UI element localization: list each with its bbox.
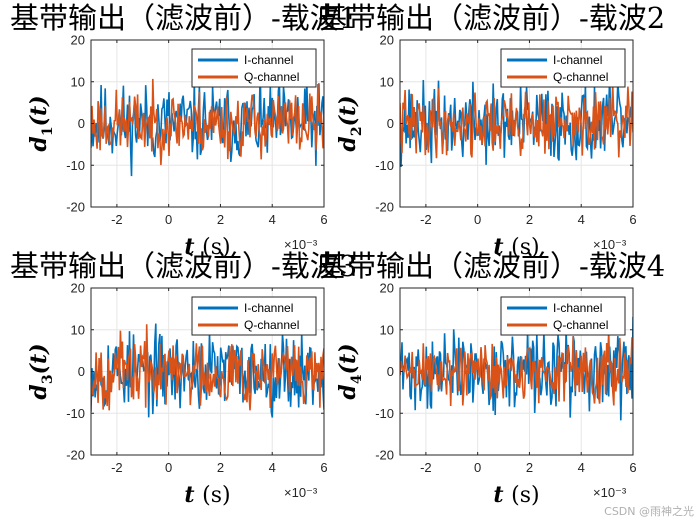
x-tick-label: 0 (165, 460, 172, 475)
y-tick-label: 0 (78, 364, 85, 379)
y-tick-label: 10 (71, 322, 85, 337)
legend-box (191, 296, 317, 336)
x-tick-label: 6 (629, 212, 636, 227)
chart-title-2: 基带输出（滤波前）-载波2 (318, 1, 665, 35)
x-tick-label: 0 (165, 212, 172, 227)
y-axis-label: d1(t) (26, 95, 56, 151)
legend-box (500, 296, 626, 336)
y-axis-label: d4(t) (335, 343, 365, 399)
legend-label-i-channel: I-channel (553, 301, 602, 315)
y-axis-label: d2(t) (335, 95, 365, 151)
y-tick-label: 20 (71, 281, 85, 296)
y-tick-label: -10 (375, 158, 394, 173)
x-exponent-label: ×10⁻³ (593, 237, 627, 252)
legend-label-q-channel: Q-channel (244, 318, 299, 332)
chart-title-4: 基带输出（滤波前）-载波4 (318, 249, 665, 283)
series-line-q-channel (400, 330, 633, 407)
y-tick-label: 10 (380, 322, 394, 337)
y-tick-label: 10 (380, 74, 394, 89)
x-tick-label: 4 (578, 212, 585, 227)
x-tick-label: 0 (474, 212, 481, 227)
y-tick-label: 0 (78, 116, 85, 131)
watermark: CSDN @雨神之光 (604, 505, 694, 518)
x-axis-label: t (s) (184, 234, 230, 260)
legend-box (500, 48, 626, 88)
x-tick-label: 2 (217, 212, 224, 227)
x-tick-label: 0 (474, 460, 481, 475)
y-tick-label: -10 (66, 158, 85, 173)
x-axis-label: t (s) (184, 482, 230, 508)
x-exponent-label: ×10⁻³ (284, 237, 318, 252)
x-exponent-label: ×10⁻³ (593, 485, 627, 500)
x-tick-label: 6 (320, 460, 327, 475)
x-tick-label: -2 (111, 460, 123, 475)
chart-title-3: 基带输出（滤波前）-载波3 (10, 249, 357, 283)
x-exponent-label: ×10⁻³ (284, 485, 318, 500)
x-tick-label: 4 (269, 460, 276, 475)
legend-label-q-channel: Q-channel (553, 70, 608, 84)
series-line-q-channel (91, 324, 324, 411)
x-tick-label: 6 (629, 460, 636, 475)
x-tick-label: -2 (420, 212, 432, 227)
y-tick-label: -10 (66, 406, 85, 421)
legend-label-i-channel: I-channel (244, 53, 293, 67)
y-tick-label: 0 (387, 364, 394, 379)
x-tick-label: 6 (320, 212, 327, 227)
x-tick-label: 2 (526, 212, 533, 227)
y-tick-label: 10 (71, 74, 85, 89)
legend-label-q-channel: Q-channel (244, 70, 299, 84)
x-tick-label: 4 (578, 460, 585, 475)
legend-label-i-channel: I-channel (553, 53, 602, 67)
y-tick-label: 20 (380, 33, 394, 48)
x-axis-label: t (s) (493, 234, 539, 260)
legend-label-i-channel: I-channel (244, 301, 293, 315)
y-tick-label: 20 (380, 281, 394, 296)
y-axis-label: d3(t) (26, 343, 56, 399)
x-tick-label: -2 (420, 460, 432, 475)
series-line-q-channel (400, 84, 633, 159)
y-tick-label: -20 (375, 200, 394, 215)
x-axis-label: t (s) (493, 482, 539, 508)
y-tick-label: -20 (375, 448, 394, 463)
y-tick-label: -10 (375, 406, 394, 421)
y-tick-label: 20 (71, 33, 85, 48)
y-tick-label: 0 (387, 116, 394, 131)
y-tick-label: -20 (66, 448, 85, 463)
legend-box (191, 48, 317, 88)
y-tick-label: -20 (66, 200, 85, 215)
x-tick-label: 4 (269, 212, 276, 227)
x-tick-label: 2 (526, 460, 533, 475)
chart-title-1: 基带输出（滤波前）-载波1 (10, 1, 357, 35)
x-tick-label: 2 (217, 460, 224, 475)
legend-label-q-channel: Q-channel (553, 318, 608, 332)
series-line-q-channel (91, 78, 324, 166)
x-tick-label: -2 (111, 212, 123, 227)
